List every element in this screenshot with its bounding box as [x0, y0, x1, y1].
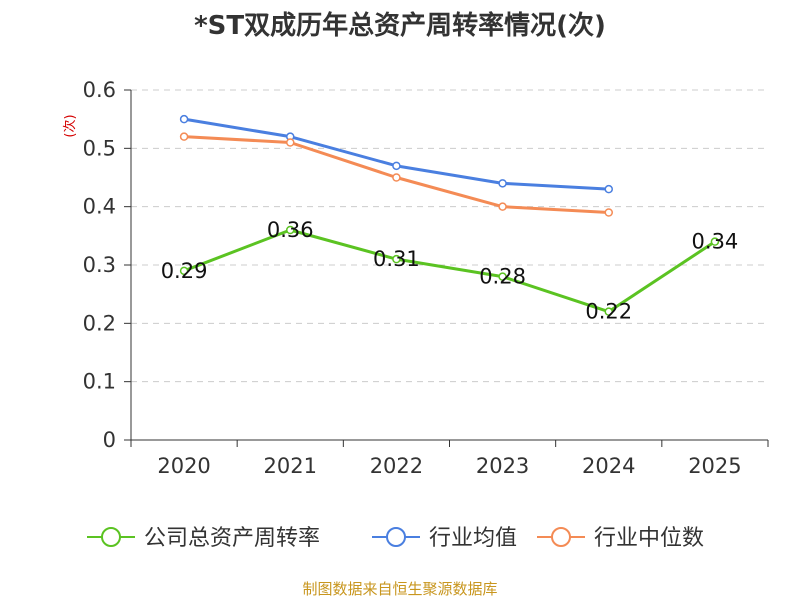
- axes: [124, 89, 769, 447]
- data-label: 0.22: [585, 300, 632, 324]
- series-line-0: [183, 228, 716, 314]
- legend-item-1[interactable]: 行业均值: [372, 526, 517, 551]
- data-point: [710, 237, 720, 246]
- chart-title: *ST双成历年总资产周转率情况(次): [194, 10, 606, 41]
- legend-marker: [551, 527, 571, 547]
- legend-item-0[interactable]: 公司总资产周转率: [87, 526, 320, 551]
- grid-lines: [131, 89, 768, 383]
- data-label: 0.36: [267, 218, 314, 242]
- x-tick-label: 2022: [370, 454, 423, 478]
- data-point: [604, 307, 613, 316]
- data-point: [286, 138, 295, 147]
- x-tick-label: 2025: [688, 454, 741, 478]
- data-label: 0.29: [161, 259, 208, 283]
- y-tick-label: 0.6: [83, 78, 116, 102]
- data-point: [179, 132, 189, 141]
- data-point: [179, 266, 189, 276]
- y-tick-label: 0.2: [83, 311, 116, 335]
- y-tick-labels: 0 0.1 0.2 0.3 0.4 0.5 0.6: [83, 78, 116, 452]
- legend-marker: [101, 527, 121, 547]
- data-label: 0.31: [373, 247, 420, 271]
- source-note: 制图数据来自恒生聚源数据库: [302, 580, 497, 598]
- data-point: [392, 161, 401, 171]
- y-tick-label: 0.1: [83, 370, 116, 394]
- y-tick-label: 0.4: [83, 195, 116, 219]
- data-point: [392, 254, 401, 264]
- data-point: [286, 225, 295, 235]
- x-tick-labels: 2020 2021 2022 2023 2024 2025: [157, 454, 741, 478]
- data-point: [179, 114, 189, 124]
- x-tick-label: 2024: [582, 454, 635, 478]
- legend-item-2[interactable]: 行业中位数: [537, 526, 704, 551]
- legend-label: 公司总资产周转率: [144, 526, 320, 551]
- data-point: [604, 184, 613, 194]
- series-lines: [179, 114, 720, 316]
- data-point: [392, 173, 401, 182]
- data-point: [498, 179, 507, 188]
- legend-label: 行业中位数: [594, 526, 704, 551]
- y-tick-label: 0: [103, 428, 116, 452]
- data-labels: 0.29 0.36 0.31 0.28 0.22 0.34: [161, 218, 739, 324]
- x-tick-label: 2023: [476, 454, 529, 478]
- data-label: 0.28: [479, 265, 526, 289]
- data-point: [498, 272, 507, 281]
- y-tick-label: 0.5: [83, 136, 116, 160]
- data-point: [498, 202, 507, 211]
- data-label: 0.34: [692, 230, 739, 254]
- y-tick-label: 0.3: [83, 253, 116, 277]
- data-point: [604, 208, 613, 217]
- legend-marker: [386, 527, 406, 547]
- legend[interactable]: 公司总资产周转率 行业均值 行业中位数: [87, 526, 704, 551]
- x-tick-label: 2020: [157, 454, 210, 478]
- x-tick-label: 2021: [264, 454, 317, 478]
- legend-label: 行业均值: [429, 526, 517, 551]
- y-axis-label: (次): [62, 114, 78, 137]
